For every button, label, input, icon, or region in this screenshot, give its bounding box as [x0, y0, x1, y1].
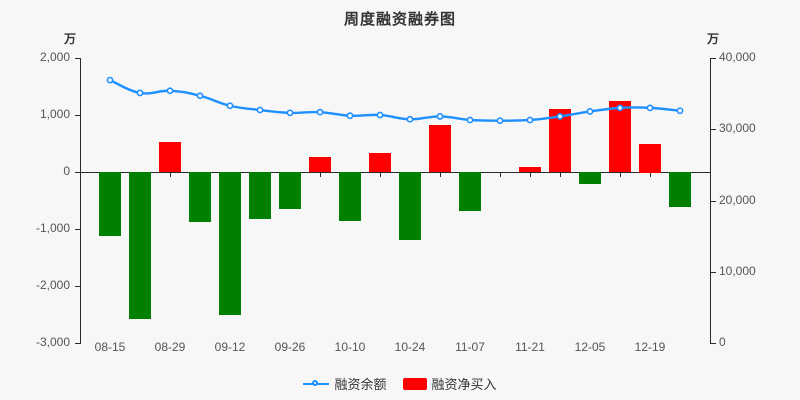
line-point-10-31[interactable]: [436, 113, 444, 120]
left-axis-line: [80, 58, 81, 344]
line-point-12-19[interactable]: [646, 104, 654, 112]
left-axis-tick: [75, 343, 80, 344]
bar-11-21[interactable]: [519, 167, 541, 172]
square-marker-icon: [402, 377, 427, 390]
line-point-08-29[interactable]: [166, 87, 174, 95]
x-axis-tick-label: 12-19: [634, 340, 666, 354]
legend-label-margin-balance: 融资余额: [334, 377, 387, 392]
line-point-10-24[interactable]: [406, 115, 414, 123]
chart-legend: 融资余额 融资净买入: [0, 374, 800, 393]
left-axis-tick: [75, 115, 80, 116]
right-axis-tick: [711, 129, 716, 130]
bar-11-07[interactable]: [459, 172, 481, 211]
line-point-08-22[interactable]: [136, 89, 144, 97]
x-axis-tick-label: 12-05: [574, 340, 606, 354]
x-axis-tick: [560, 172, 561, 177]
left-axis-tick-label: -2,000: [35, 278, 70, 292]
right-axis-tick: [711, 272, 716, 273]
line-point-12-26[interactable]: [676, 107, 684, 115]
line-marker-icon: [303, 379, 330, 389]
zero-baseline: [80, 172, 711, 173]
x-axis-tick-label: 08-15: [94, 340, 126, 354]
right-axis-tick-label: 40,000: [719, 50, 756, 64]
x-axis-tick-label: 09-26: [274, 340, 306, 354]
legend-label-net-buy: 融资净买入: [431, 377, 497, 392]
right-axis-line: [710, 58, 711, 344]
chart-title: 周度融资融券图: [343, 11, 456, 28]
x-axis-tick-label: 09-12: [214, 340, 246, 354]
line-point-09-12[interactable]: [226, 102, 234, 110]
bar-09-05[interactable]: [189, 172, 211, 222]
bar-11-28[interactable]: [549, 109, 571, 172]
bar-12-19[interactable]: [639, 144, 661, 173]
x-axis-tick-label: 11-21: [515, 340, 545, 354]
right-axis-tick-label: 30,000: [719, 121, 756, 135]
right-axis-tick: [711, 201, 716, 202]
line-point-08-15[interactable]: [106, 76, 114, 84]
line-point-09-26[interactable]: [286, 109, 294, 117]
line-point-12-05[interactable]: [586, 108, 594, 115]
line-point-10-17[interactable]: [376, 111, 384, 119]
bar-08-15[interactable]: [99, 172, 121, 236]
line-point-09-05[interactable]: [196, 92, 204, 100]
line-point-10-03[interactable]: [316, 108, 324, 116]
x-axis-tick: [440, 172, 441, 177]
bar-10-10[interactable]: [339, 172, 361, 221]
x-axis-tick: [170, 172, 171, 177]
bar-09-12[interactable]: [219, 172, 241, 315]
x-axis-tick: [620, 172, 621, 177]
bar-08-22[interactable]: [129, 172, 151, 319]
x-axis-tick: [530, 172, 531, 177]
left-axis-unit-label: 万: [64, 32, 77, 46]
right-axis-tick: [711, 343, 716, 344]
x-axis-tick-label: 10-24: [394, 340, 426, 354]
x-axis-tick-label: 08-29: [154, 340, 186, 354]
left-axis-tick: [75, 58, 80, 59]
legend-item-margin-balance[interactable]: 融资余额: [303, 374, 387, 393]
right-axis-tick: [711, 58, 716, 59]
bar-09-19[interactable]: [249, 172, 271, 219]
left-axis-tick-label: -1,000: [35, 221, 70, 235]
bar-12-26[interactable]: [669, 172, 691, 207]
line-point-11-14[interactable]: [496, 117, 504, 125]
bar-10-03[interactable]: [309, 157, 331, 172]
x-axis-tick-label: 11-07: [455, 340, 485, 354]
bar-10-31[interactable]: [429, 125, 451, 172]
right-axis-unit-label: 万: [707, 32, 720, 46]
line-point-11-07[interactable]: [466, 116, 474, 124]
left-axis-tick-label: 1,000: [39, 107, 70, 121]
bar-09-26[interactable]: [279, 172, 301, 209]
left-axis-tick: [75, 172, 80, 173]
right-axis-tick-label: 0: [719, 335, 726, 349]
left-axis-tick-label: 2,000: [39, 50, 70, 64]
right-axis-tick-label: 10,000: [719, 264, 756, 278]
legend-item-net-buy[interactable]: 融资净买入: [402, 374, 497, 393]
line-point-09-19[interactable]: [256, 106, 264, 114]
left-axis-tick-label: 0: [63, 164, 70, 178]
x-axis-tick: [500, 172, 501, 177]
bar-10-24[interactable]: [399, 172, 421, 240]
bar-12-05[interactable]: [579, 172, 601, 184]
x-axis-tick: [320, 172, 321, 177]
line-point-11-21[interactable]: [526, 116, 534, 124]
left-axis-tick: [75, 286, 80, 287]
x-axis-tick: [380, 172, 381, 177]
bar-12-12[interactable]: [609, 101, 631, 172]
x-axis-tick-label: 10-10: [334, 340, 366, 354]
right-axis-tick-label: 20,000: [719, 193, 756, 207]
x-axis-tick: [650, 172, 651, 177]
left-axis-tick: [75, 229, 80, 230]
left-axis-tick-label: -3,000: [35, 335, 70, 349]
bar-10-17[interactable]: [369, 153, 391, 172]
line-point-10-10[interactable]: [346, 112, 354, 120]
bar-08-29[interactable]: [159, 142, 181, 172]
